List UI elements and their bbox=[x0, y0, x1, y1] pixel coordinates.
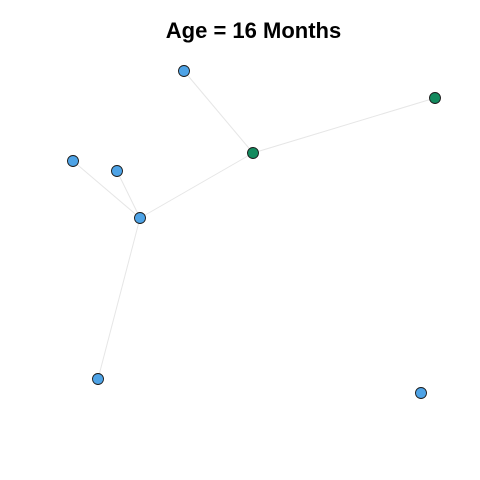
edge-n4-n6 bbox=[72, 160, 141, 219]
node-n7 bbox=[92, 373, 104, 385]
node-layer bbox=[67, 65, 441, 399]
edge-n3-n6 bbox=[139, 152, 254, 219]
node-n1 bbox=[178, 65, 190, 77]
chart-title: Age = 16 Months bbox=[165, 18, 342, 43]
edge-n6-n7 bbox=[97, 217, 141, 380]
node-n5 bbox=[111, 165, 123, 177]
node-n3 bbox=[247, 147, 259, 159]
edge-layer bbox=[72, 70, 436, 380]
node-n4 bbox=[67, 155, 79, 167]
node-n2 bbox=[429, 92, 441, 104]
node-n8 bbox=[415, 387, 427, 399]
edge-n3-n2 bbox=[252, 97, 436, 154]
edge-n1-n3 bbox=[183, 70, 254, 154]
node-n6 bbox=[134, 212, 146, 224]
edge-n5-n6 bbox=[116, 170, 141, 219]
